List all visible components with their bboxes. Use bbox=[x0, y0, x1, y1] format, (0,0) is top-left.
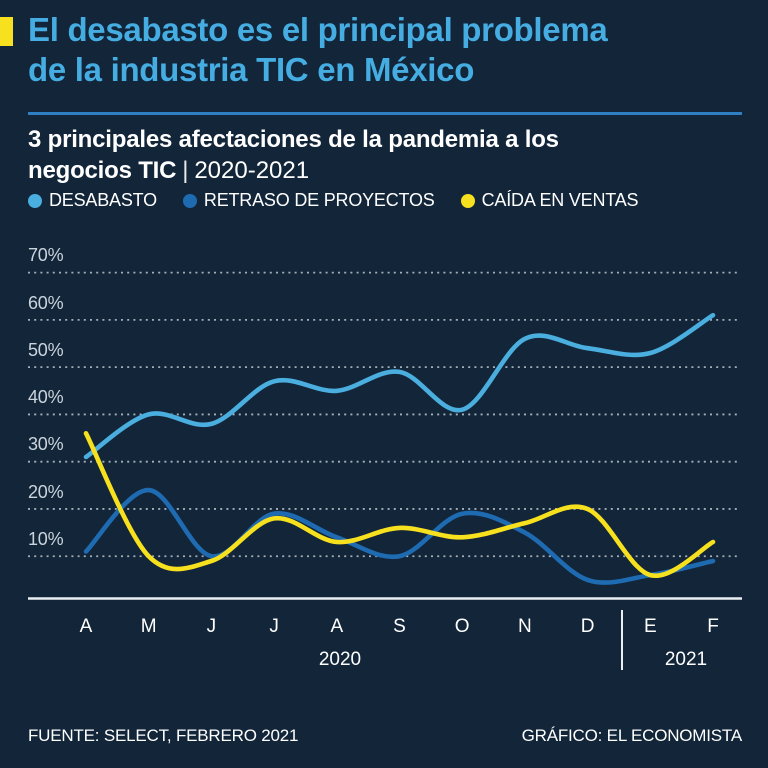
xtick-ene: E bbox=[643, 616, 657, 637]
ytick-70: 70% bbox=[28, 245, 64, 265]
series-line-caída-en-ventas bbox=[83, 431, 716, 578]
legend-label: DESABASTO bbox=[49, 190, 157, 210]
xtick-jun: J bbox=[206, 616, 217, 637]
series-line-desabasto bbox=[83, 312, 716, 460]
legend-dot-icon bbox=[460, 193, 475, 208]
ytick-40: 40% bbox=[28, 387, 64, 407]
series-line-retraso-de-proyectos bbox=[83, 487, 716, 585]
legend: DESABASTO RETRASO DE PROYECTOS CAÍDA EN … bbox=[28, 190, 639, 211]
legend-label: CAÍDA EN VENTAS bbox=[481, 190, 639, 210]
xtick-jul: J bbox=[269, 616, 279, 637]
subtitle-period: 2020-2021 bbox=[194, 157, 310, 184]
page-title: El desabasto es el principal problema de … bbox=[28, 10, 750, 90]
year-label-2021: 2021 bbox=[664, 649, 708, 670]
source-credit: FUENTE: SELECT, FEBRERO 2021 bbox=[28, 726, 299, 745]
legend-label: RETRASO DE PROYECTOS bbox=[203, 190, 435, 210]
legend-item-desabasto: DESABASTO bbox=[28, 190, 157, 211]
xtick-may: M bbox=[140, 616, 157, 637]
subtitle-line-2-bold: negocios TIC bbox=[28, 157, 177, 184]
subtitle-line-1: 3 principales afectaciones de la pandemi… bbox=[28, 126, 559, 153]
xtick-oct: O bbox=[454, 616, 470, 637]
legend-dot-icon bbox=[28, 193, 42, 208]
gridlines bbox=[28, 271, 741, 558]
chart-subtitle: 3 principales afectaciones de la pandemi… bbox=[28, 124, 728, 186]
title-divider bbox=[28, 112, 742, 115]
xtick-sep: S bbox=[393, 616, 406, 637]
xtick-ago: A bbox=[330, 616, 344, 637]
xtick-abr: A bbox=[79, 616, 93, 637]
xtick-dic: D bbox=[580, 616, 595, 637]
ytick-10: 10% bbox=[28, 528, 64, 549]
xtick-feb: F bbox=[707, 616, 719, 637]
xtick-nov: N bbox=[518, 616, 532, 637]
ytick-20: 20% bbox=[28, 481, 64, 502]
ytick-60: 60% bbox=[28, 292, 64, 313]
ytick-30: 30% bbox=[28, 434, 64, 455]
series-lines bbox=[83, 312, 716, 585]
accent-marker bbox=[0, 17, 13, 46]
legend-dot-icon bbox=[182, 193, 197, 208]
title-line-2: de la industria TIC en México bbox=[28, 51, 475, 88]
title-line-1: El desabasto es el principal problema bbox=[28, 11, 608, 48]
legend-item-retraso: RETRASO DE PROYECTOS bbox=[182, 190, 435, 211]
legend-item-caida: CAÍDA EN VENTAS bbox=[460, 190, 639, 211]
ytick-50: 50% bbox=[28, 339, 64, 360]
subtitle-separator: | bbox=[182, 157, 189, 184]
graphic-credit: GRÁFICO: EL ECONOMISTA bbox=[521, 726, 743, 745]
year-label-2020: 2020 bbox=[318, 649, 362, 670]
